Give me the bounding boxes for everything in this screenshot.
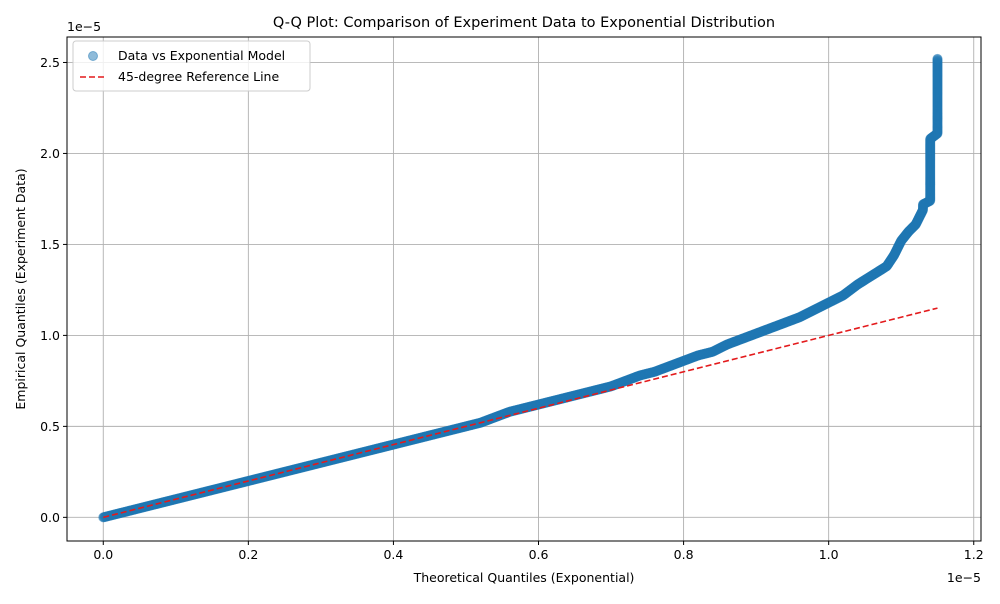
y-axis-label: Empirical Quantiles (Experiment Data) [13, 168, 28, 409]
x-axis-ticks: 0.0 0.2 0.4 0.6 0.8 1.0 1.2 [93, 541, 984, 562]
y-tick-label-1: 0.5 [40, 419, 60, 434]
legend-label-line: 45-degree Reference Line [118, 69, 279, 84]
data-point-1291 [932, 53, 943, 64]
legend-label-scatter: Data vs Exponential Model [118, 48, 285, 63]
x-tick-label-1: 0.2 [238, 547, 258, 562]
x-tick-label-5: 1.0 [819, 547, 839, 562]
x-tick-label-4: 0.8 [674, 547, 694, 562]
x-axis-label: Theoretical Quantiles (Exponential) [413, 570, 635, 585]
x-tick-label-6: 1.2 [964, 547, 984, 562]
x-tick-label-0: 0.0 [93, 547, 113, 562]
legend-marker-scatter [88, 51, 98, 61]
legend: Data vs Exponential Model 45-degree Refe… [72, 40, 311, 92]
y-tick-label-4: 2.0 [40, 146, 60, 161]
data-points [98, 53, 943, 523]
y-tick-label-3: 1.5 [40, 237, 60, 252]
y-offset-label: 1e−5 [67, 19, 101, 34]
x-offset-label: 1e−5 [947, 570, 981, 585]
plot-frame [66, 36, 982, 542]
y-tick-label-0: 0.0 [40, 510, 60, 525]
y-axis-ticks: 0.0 0.5 1.0 1.5 2.0 2.5 [40, 55, 67, 525]
legend-box [72, 40, 311, 92]
chart-title: Q-Q Plot: Comparison of Experiment Data … [273, 15, 775, 31]
x-tick-label-3: 0.6 [529, 547, 549, 562]
reference-line [103, 307, 938, 519]
y-tick-label-5: 2.5 [40, 55, 60, 70]
x-tick-label-2: 0.4 [383, 547, 403, 562]
y-tick-label-2: 1.0 [40, 328, 60, 343]
